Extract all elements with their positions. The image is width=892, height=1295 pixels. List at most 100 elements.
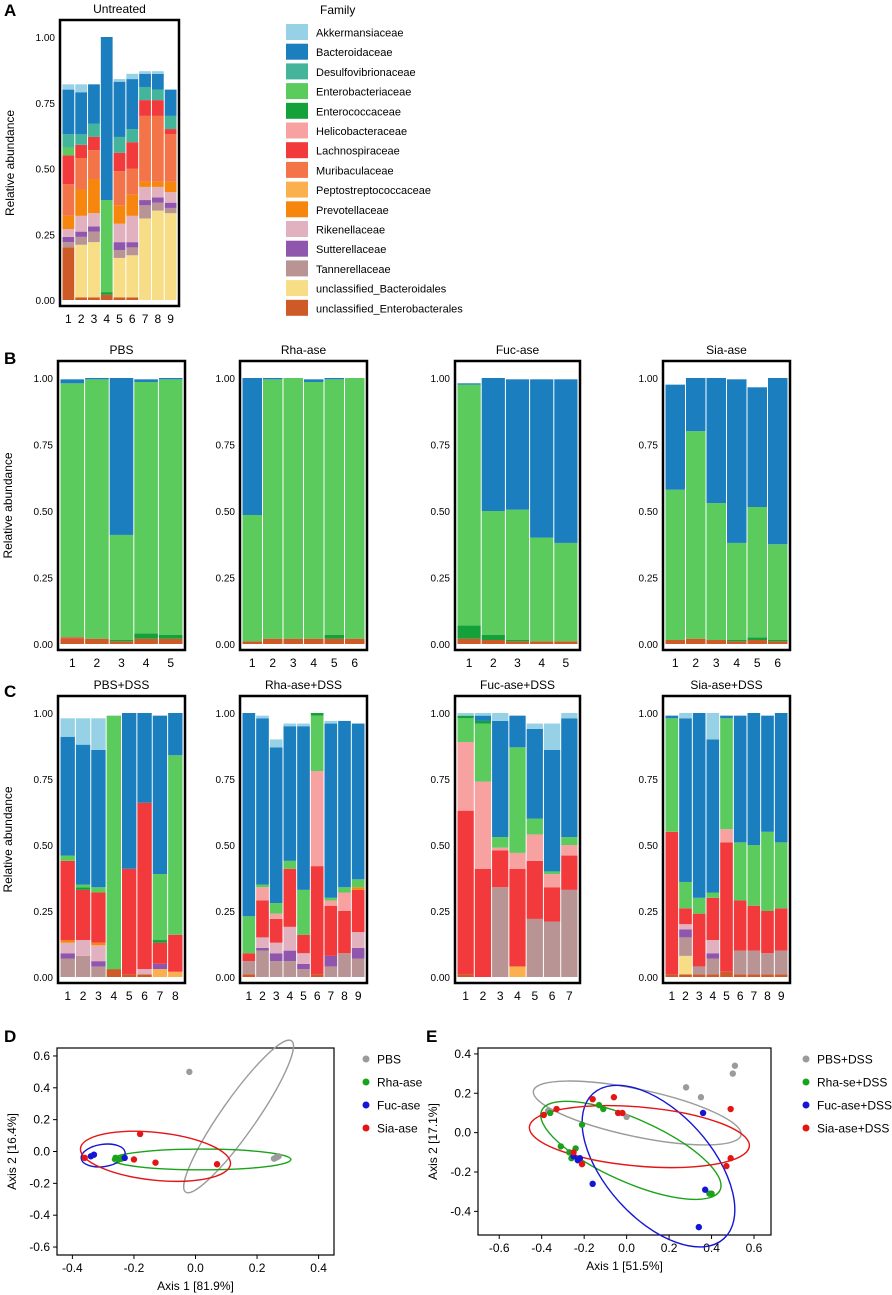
y-tick-label: 0.00 — [216, 973, 236, 984]
x-tick-label: 2 — [682, 989, 689, 1003]
legend-label: Muribaculaceae — [316, 165, 394, 177]
bar — [151, 71, 164, 300]
y-tick-label: 0.25 — [216, 574, 236, 585]
legend-swatch — [286, 299, 308, 316]
bar-segment — [530, 641, 554, 644]
data-point — [600, 1105, 607, 1113]
bar-segment — [269, 903, 283, 914]
plot-frame — [477, 1047, 772, 1236]
legend-swatch — [286, 83, 308, 100]
bar-segment — [324, 723, 338, 898]
bar-segment — [75, 236, 88, 245]
x-tick-label: 2 — [259, 989, 266, 1003]
y-tick-label: 0.00 — [431, 640, 451, 651]
x-tick-label: 8 — [154, 312, 161, 326]
bar-segment — [345, 378, 365, 639]
bar-segment — [263, 638, 283, 644]
bar — [269, 739, 283, 977]
bar-segment — [561, 718, 578, 838]
bar-segment — [75, 84, 88, 93]
panel-frame — [453, 359, 582, 652]
panel-label-a: A — [4, 1, 16, 20]
data-point — [130, 1156, 138, 1163]
bar-segment — [543, 749, 561, 872]
y-tick-label: 0.00 — [639, 973, 659, 984]
bar-segment — [100, 200, 113, 293]
bar — [242, 378, 262, 644]
bar-segment — [109, 378, 134, 535]
x-tick-label: 2 — [94, 656, 101, 670]
bar — [152, 715, 168, 977]
bar-segment — [164, 207, 177, 214]
bar-segment — [139, 186, 151, 201]
bar-segment — [113, 250, 126, 258]
data-point — [136, 1130, 144, 1138]
legend-label: Helicobacteraceae — [316, 126, 407, 138]
y-tick-label: 1.00 — [431, 709, 451, 720]
bar-segment — [269, 961, 283, 977]
x-tick-label: -0.2 — [124, 1261, 145, 1275]
bar-segment — [304, 379, 324, 382]
legend-label: Rha-se+DSS — [817, 1076, 887, 1090]
bar-segment — [338, 953, 351, 977]
bar-segment — [164, 213, 177, 300]
bar-segment — [530, 537, 554, 642]
bar-segment — [60, 638, 85, 644]
bar-segment — [139, 86, 151, 101]
bar-segment — [164, 181, 177, 193]
legend-label: PBS — [377, 1053, 401, 1067]
bar-panel-c4: Sia-ase+DSS 0.00 0.25 0.50 0.75 1.00 1 2 3 4 5 6 7 8 9 — [639, 678, 792, 1003]
bar — [62, 84, 75, 300]
bar — [768, 378, 788, 644]
bar-segment — [75, 92, 88, 135]
y-tick-label: 0.2 — [33, 1113, 50, 1127]
bar-segment — [126, 73, 139, 80]
bar — [747, 387, 767, 644]
bar — [60, 718, 75, 977]
pcoa-panel-e: -0.6 -0.4 -0.2 0.0 0.2 0.4 0.6-0.4-0.20.00.20.… — [426, 1047, 892, 1273]
bar-segment — [747, 845, 761, 906]
legend-label: Bacteroidaceae — [316, 47, 392, 59]
bar-segment — [106, 715, 121, 970]
confidence-ellipse — [79, 1130, 232, 1183]
bar-segment — [100, 37, 113, 201]
legend-item: unclassified_Enterobacterales — [286, 299, 463, 316]
bar-segment — [457, 625, 481, 639]
legend-label: Prevotellaceae — [316, 205, 389, 217]
y-tick-label: 0.00 — [431, 973, 451, 984]
legend-marker — [802, 1055, 810, 1063]
bar-segment — [297, 934, 310, 954]
bar-segment — [91, 966, 106, 977]
legend-swatch — [286, 201, 308, 218]
bar-segment — [91, 961, 106, 967]
bar — [109, 378, 134, 644]
bar-segment — [269, 739, 283, 748]
bar-segment — [242, 961, 256, 975]
x-tick-label: 7 — [750, 989, 757, 1003]
bar-segment — [113, 79, 126, 82]
legend-swatch — [286, 102, 308, 119]
bar-segment — [310, 713, 324, 716]
bar-segment — [297, 726, 310, 890]
bar-segment — [692, 966, 706, 975]
bar-segment — [139, 73, 151, 87]
bar-segment — [457, 384, 481, 626]
bar-segment — [679, 908, 692, 925]
bar-segment — [75, 215, 88, 232]
bar-segment — [75, 889, 91, 941]
y-tick-label: 0.50 — [34, 841, 54, 852]
bar-segment — [492, 850, 509, 888]
bar-segment — [139, 181, 151, 187]
y-tick-label: 0.00 — [34, 973, 54, 984]
x-tick-label: 2 — [269, 656, 276, 670]
bar — [283, 378, 303, 644]
bar — [692, 713, 706, 977]
legend-label: Rha-ase — [377, 1076, 423, 1090]
pcoa-panel-d: -0.4 -0.2 0.0 0.2 0.4 -0.6 -0.4 -0.2 0.0 0.2 0.4 0.… — [5, 1039, 423, 1293]
y-tick-label: 1.00 — [431, 374, 451, 385]
x-tick-label: 3 — [696, 989, 703, 1003]
bar-segment — [113, 242, 126, 251]
bar-segment — [310, 771, 324, 867]
x-tick-label: 1 — [466, 656, 473, 670]
